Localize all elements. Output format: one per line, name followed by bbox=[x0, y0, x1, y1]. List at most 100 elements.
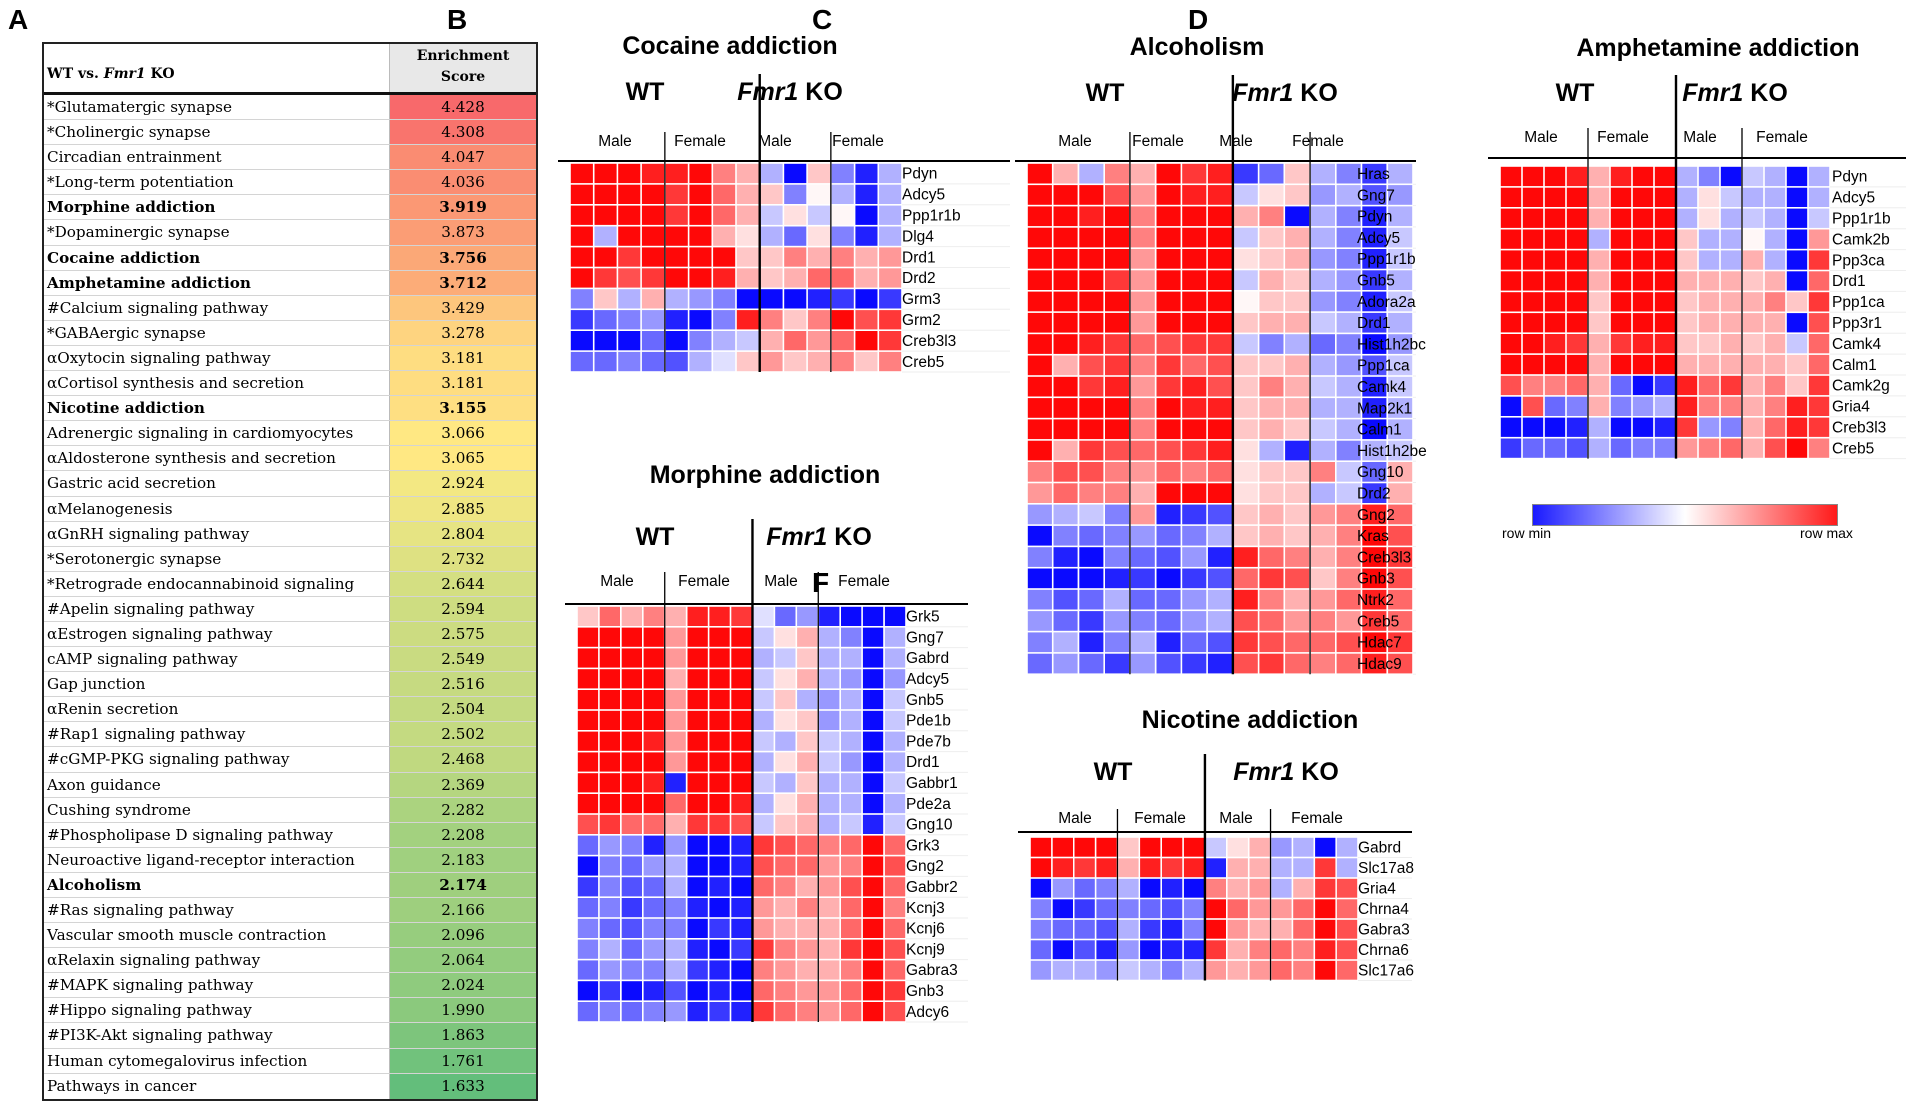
heatmap-cell bbox=[1227, 919, 1248, 939]
heatmap-cell bbox=[643, 918, 664, 938]
enrichment-score: 3.181 bbox=[390, 345, 536, 371]
heatmap-cell bbox=[665, 351, 688, 372]
heatmap-cell bbox=[1182, 611, 1207, 631]
heatmap-cell bbox=[1720, 166, 1742, 187]
heatmap-cell bbox=[1310, 291, 1335, 312]
heatmap-cell bbox=[1053, 632, 1078, 653]
gene-label: Ppp3ca bbox=[1832, 252, 1885, 269]
heatmap-title: Amphetamine addiction bbox=[1576, 34, 1859, 62]
heatmap-cell bbox=[1808, 417, 1830, 437]
panel-label-c: C bbox=[812, 4, 833, 35]
heatmap-cell bbox=[1610, 292, 1632, 312]
heatmap-cell bbox=[753, 856, 774, 876]
heatmap-cell bbox=[841, 752, 862, 772]
heatmap-cell bbox=[819, 648, 840, 668]
heatmap-cell bbox=[1249, 878, 1270, 898]
heatmap-cell bbox=[689, 163, 712, 184]
heatmap-cell bbox=[1079, 185, 1104, 205]
heatmap-cell bbox=[643, 981, 664, 1001]
enrichment-table: WT vs. Fmr1 KO Enrichment Score *Glutama… bbox=[42, 42, 538, 1101]
heatmap-cell bbox=[1566, 187, 1588, 207]
pathway-name: Pathways in cancer bbox=[44, 1073, 390, 1099]
table-row: #Apelin signaling pathway 2.594 bbox=[44, 596, 536, 622]
heatmap-cell bbox=[841, 606, 862, 626]
heatmap-cell bbox=[760, 310, 783, 330]
heatmap-cell bbox=[797, 814, 818, 834]
heatmap-cell bbox=[1388, 568, 1413, 589]
heatmap-cell bbox=[1362, 589, 1387, 610]
heatmap-cell bbox=[1079, 291, 1104, 312]
heatmap-cell bbox=[884, 710, 906, 730]
heatmap-cell bbox=[1676, 334, 1698, 354]
heatmap-cell bbox=[807, 205, 830, 225]
heatmap-cell bbox=[665, 205, 688, 225]
gene-label: Gria4 bbox=[1832, 399, 1870, 416]
heatmap-cell bbox=[1233, 312, 1258, 333]
heatmap-cell bbox=[665, 690, 686, 710]
heatmap-cell bbox=[687, 1002, 708, 1022]
heatmap-cell bbox=[1720, 292, 1742, 312]
heatmap-cell bbox=[797, 918, 818, 938]
heatmap-cell bbox=[736, 268, 759, 288]
heatmap-cell bbox=[1027, 249, 1052, 269]
heatmap-cell bbox=[1233, 185, 1258, 205]
heatmap-cell bbox=[709, 814, 730, 834]
gene-label: Gng2 bbox=[1357, 507, 1395, 524]
pathway-name: αRelaxin signaling pathway bbox=[44, 948, 390, 973]
gene-label: Drd1 bbox=[1357, 315, 1391, 332]
heatmap-cell bbox=[1544, 187, 1566, 207]
heatmap-cell bbox=[1096, 858, 1117, 878]
heatmap-cell bbox=[1285, 185, 1310, 205]
heatmap-cell bbox=[1053, 419, 1078, 440]
heatmap-cell bbox=[570, 351, 593, 372]
heatmap-cell bbox=[731, 898, 752, 918]
heatmap-cell bbox=[1310, 653, 1335, 674]
enrichment-score: 2.924 bbox=[390, 471, 536, 496]
heatmap-cell bbox=[1156, 525, 1181, 546]
heatmap-cell bbox=[1271, 940, 1292, 960]
heatmap-cell bbox=[594, 310, 617, 330]
heatmap-cell bbox=[1632, 438, 1654, 458]
heatmap-cell bbox=[784, 205, 807, 225]
heatmap-cell bbox=[807, 247, 830, 267]
heatmap-cell bbox=[1053, 312, 1078, 333]
heatmap-cell bbox=[1566, 271, 1588, 291]
heatmap-cell bbox=[819, 606, 840, 626]
heatmap-cell bbox=[1566, 417, 1588, 437]
heatmap-cell bbox=[1053, 525, 1078, 546]
heatmap-cell bbox=[1654, 313, 1676, 333]
heatmap-cell bbox=[599, 981, 620, 1001]
heatmap-cell bbox=[819, 731, 840, 751]
pathway-name: Nicotine addiction bbox=[44, 396, 390, 421]
heatmap-nicotine: Nicotine addiction WT Fmr1 KO Male Female Mal… bbox=[1018, 706, 1414, 981]
heatmap-cell bbox=[1156, 355, 1181, 376]
heatmap-cell bbox=[1259, 376, 1284, 397]
heatmap-cell bbox=[1336, 589, 1361, 610]
heatmap-cell bbox=[1764, 166, 1786, 187]
heatmap-cell bbox=[1310, 504, 1335, 525]
heatmap-cell bbox=[1207, 227, 1232, 248]
heatmap-cell bbox=[753, 606, 774, 626]
header-score-line1: Enrichment bbox=[416, 48, 510, 64]
heatmap-cell bbox=[570, 184, 593, 204]
heatmap-cell bbox=[819, 877, 840, 897]
heatmap-cell bbox=[1053, 291, 1078, 312]
heatmap-cell bbox=[884, 856, 906, 876]
enrichment-score: 2.504 bbox=[390, 697, 536, 722]
heatmap-cell bbox=[1764, 187, 1786, 207]
heatmap-cell bbox=[621, 1002, 642, 1022]
gene-label: Pdyn bbox=[1832, 169, 1867, 186]
group-label-wt: WT bbox=[636, 523, 675, 551]
heatmap-cell bbox=[1315, 837, 1336, 857]
heatmap-cell bbox=[643, 648, 664, 668]
heatmap-cell bbox=[797, 794, 818, 814]
heatmap-cell bbox=[709, 856, 730, 876]
heatmap-cell bbox=[797, 960, 818, 980]
heatmap-cell bbox=[1786, 396, 1808, 416]
heatmap-cell bbox=[577, 731, 599, 751]
heatmap-cell bbox=[1698, 250, 1720, 270]
table-row: Circadian entrainment 4.047 bbox=[44, 145, 536, 171]
heatmap-cell bbox=[621, 981, 642, 1001]
ko-suffix-label: KO bbox=[1293, 79, 1337, 107]
